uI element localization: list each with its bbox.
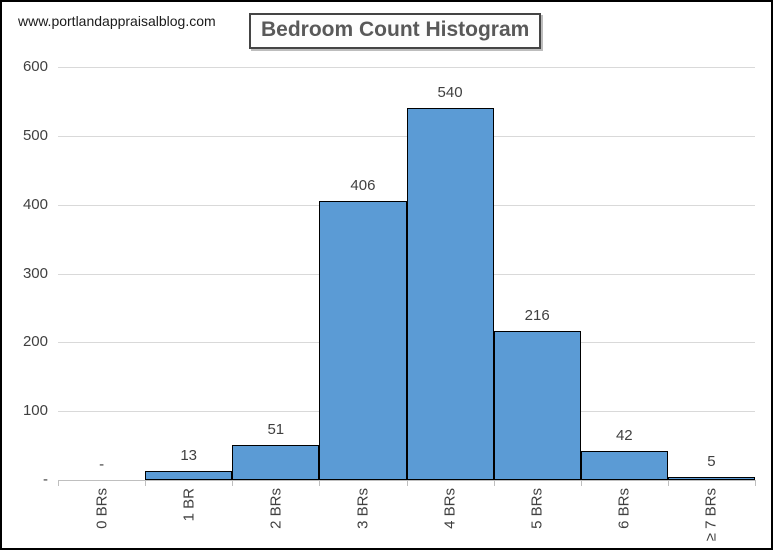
bar-value-label-1-br: 13 <box>180 447 198 465</box>
x-axis-tick <box>232 480 234 486</box>
bar-4-brs <box>406 108 494 480</box>
bar-value-label-6-brs: 42 <box>615 427 633 445</box>
x-tick-label-1-br: 1 BR <box>180 488 198 522</box>
x-tick-label-6-brs: 6 BRs <box>615 488 633 529</box>
bar-1-br <box>145 471 233 480</box>
x-axis-tick <box>406 480 408 486</box>
bar-2-brs <box>232 444 320 480</box>
y-tick-label-400: 400 <box>22 195 48 213</box>
bar-value-label-7-brs: 5 <box>707 452 716 470</box>
x-tick-label-4-brs: 4 BRs <box>441 488 459 529</box>
y-tick-label-500: 500 <box>22 126 48 144</box>
x-axis-tick <box>145 480 147 486</box>
y-tick-label-200: 200 <box>22 333 48 351</box>
y-tick-label-0: - <box>43 471 48 488</box>
bar-3-brs <box>319 200 407 480</box>
bar-value-label-2-brs: 51 <box>267 420 285 438</box>
x-axis-tick <box>319 480 321 486</box>
x-tick-label-3-brs: 3 BRs <box>354 488 372 529</box>
chart-title: Bedroom Count Histogram <box>249 13 542 49</box>
x-tick-label-0-brs: 0 BRs <box>93 488 111 529</box>
x-tick-label-5-brs: 5 BRs <box>528 488 546 529</box>
x-tick-label-2-brs: 2 BRs <box>267 488 285 529</box>
x-axis-tick <box>58 480 59 486</box>
bar-value-label-4-brs: 540 <box>437 84 463 102</box>
y-tick-label-300: 300 <box>22 264 48 282</box>
x-axis-tick <box>493 480 495 486</box>
watermark-text: www.portlandappraisalblog.com <box>18 13 216 29</box>
bar-5-brs <box>493 331 581 480</box>
y-tick-label-100: 100 <box>22 402 48 420</box>
y-tick-label-600: 600 <box>22 58 48 75</box>
bar-7-brs <box>667 476 755 480</box>
x-axis-tick <box>580 480 582 486</box>
bar-6-brs <box>580 451 668 480</box>
gridline-600 <box>58 67 755 68</box>
x-tick-label-7-brs: ≥ 7 BRs <box>702 488 720 542</box>
bar-value-label-5-brs: 216 <box>524 307 550 325</box>
bar-value-label-3-brs: 406 <box>350 176 376 194</box>
bar-value-label-0-brs: - <box>99 456 105 473</box>
x-axis-tick <box>667 480 669 486</box>
x-axis-tick <box>755 480 756 486</box>
